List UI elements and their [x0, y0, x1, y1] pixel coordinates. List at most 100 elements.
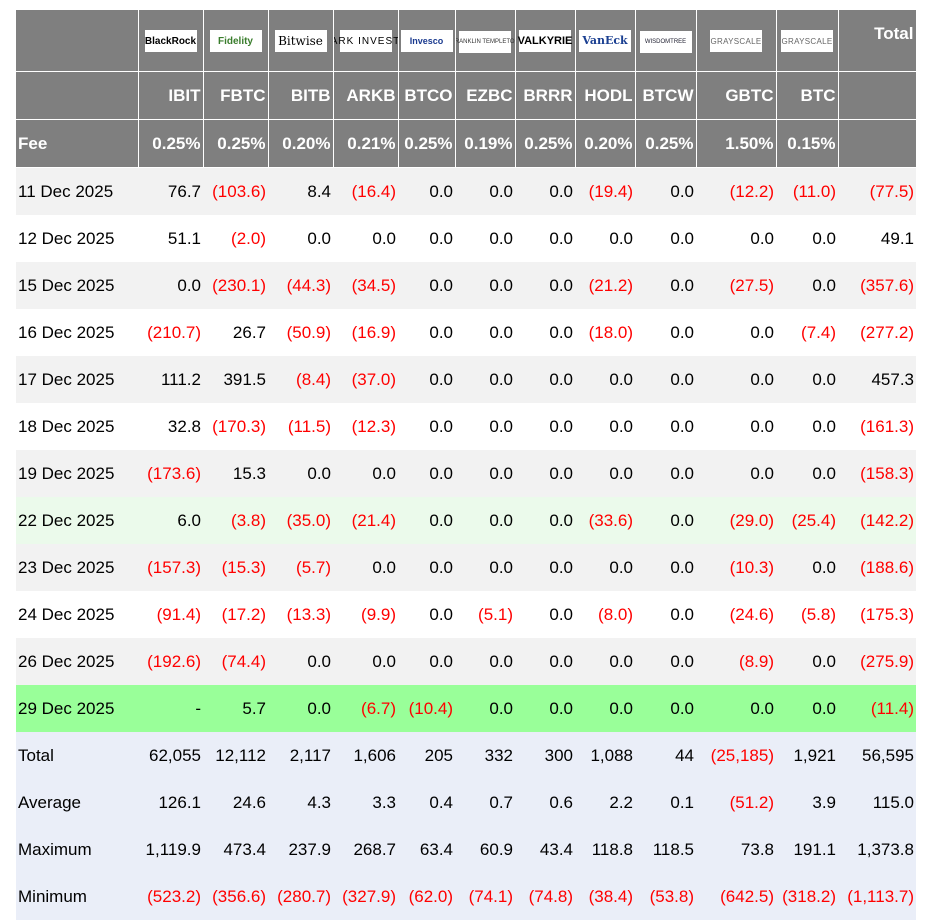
flow-cell: 0.0	[455, 497, 515, 544]
row-date: 16 Dec 2025	[16, 309, 138, 356]
flow-cell: (170.3)	[203, 403, 268, 450]
summary-row: Average 126.1 24.6 4.3 3.3 0.4 0.7 0.6 2.2 0.1 (51…	[16, 779, 916, 826]
summary-cell: 62,055	[138, 732, 203, 779]
summary-cell: 24.6	[203, 779, 268, 826]
flow-cell: (21.4)	[333, 497, 398, 544]
row-total-cell: (175.3)	[838, 591, 916, 638]
issuer-logo-cell: BlackRock	[138, 10, 204, 72]
flow-cell: 0.0	[635, 591, 696, 638]
row-total-cell: 49.1	[838, 215, 916, 262]
fee-cell: 0.19%	[455, 119, 516, 168]
flow-cell: (35.0)	[268, 497, 333, 544]
summary-label: Maximum	[16, 826, 138, 873]
summary-total-cell: 56,595	[838, 732, 916, 779]
ticker-header: BTC	[776, 71, 839, 120]
flow-cell: 0.0	[515, 356, 575, 403]
flow-cell: (19.4)	[575, 167, 635, 215]
summary-cell: (74.1)	[455, 873, 515, 920]
summary-cell: (53.8)	[635, 873, 696, 920]
etf-flow-table: BlackRock Fidelity Bitwise ARK INVEST Invesc…	[16, 10, 917, 920]
grayscale-logo: GRAYSCALE	[781, 30, 833, 53]
flow-cell: 0.0	[268, 215, 333, 262]
summary-cell: 0.6	[515, 779, 575, 826]
summary-cell: 2,117	[268, 732, 333, 779]
flow-cell: (25.4)	[776, 497, 838, 544]
flow-cell: 111.2	[138, 356, 203, 403]
summary-cell: 118.5	[635, 826, 696, 873]
summary-cell: 60.9	[455, 826, 515, 873]
flow-cell: 0.0	[635, 309, 696, 356]
summary-total-cell: 1,373.8	[838, 826, 916, 873]
flow-cell: (11.5)	[268, 403, 333, 450]
ticker-row: IBIT FBTC BITB ARKB BTCO EZBC BRRR HODL BTCW GBTC…	[16, 71, 917, 120]
flow-cell: (8.4)	[268, 356, 333, 403]
flow-cell: (5.7)	[268, 544, 333, 591]
summary-cell: (74.8)	[515, 873, 575, 920]
flow-cell: 32.8	[138, 403, 203, 450]
summary-cell: (280.7)	[268, 873, 333, 920]
flow-cell: 391.5	[203, 356, 268, 403]
flow-cell: 0.0	[398, 309, 455, 356]
summary-cell: (318.2)	[776, 873, 838, 920]
summary-label: Total	[16, 732, 138, 779]
fee-cell: 0.15%	[776, 119, 839, 168]
issuer-name: FRANKLIN TEMPLETON	[455, 39, 515, 45]
issuer-name: WISDOMTREE	[644, 39, 687, 45]
flow-cell: (16.9)	[333, 309, 398, 356]
flow-cell: 0.0	[776, 262, 838, 309]
flow-cell: (8.9)	[696, 638, 776, 685]
flow-cell: 0.0	[515, 309, 575, 356]
flow-cell: 8.4	[268, 167, 333, 215]
wisdomtree-logo: WISDOMTREE	[639, 31, 692, 53]
flow-cell: 0.0	[268, 638, 333, 685]
fee-cell: 0.21%	[333, 119, 399, 168]
ticker-header: ARKB	[333, 71, 399, 120]
issuer-logo-cell: Bitwise	[268, 10, 334, 72]
row-date: 17 Dec 2025	[16, 356, 138, 403]
flow-cell: (230.1)	[203, 262, 268, 309]
flow-cell: (11.0)	[776, 167, 838, 215]
grayscale-logo: GRAYSCALE	[710, 30, 762, 53]
flow-cell: 0.0	[455, 638, 515, 685]
flow-cell: 0.0	[398, 262, 455, 309]
fee-cell: 0.25%	[203, 119, 269, 168]
flow-cell: 0.0	[635, 356, 696, 403]
summary-row: Total 62,055 12,112 2,117 1,606 205 332 300 1,08…	[16, 732, 916, 779]
flow-cell: 0.0	[455, 167, 515, 215]
summary-cell: 1,119.9	[138, 826, 203, 873]
flow-cell: 0.0	[333, 215, 398, 262]
flow-cell: 0.0	[398, 403, 455, 450]
table-row: 17 Dec 2025 111.2 391.5 (8.4) (37.0) 0.0 0.0 0.…	[16, 356, 916, 403]
flow-cell: 0.0	[515, 215, 575, 262]
row-date: 22 Dec 2025	[16, 497, 138, 544]
flow-cell: (17.2)	[203, 591, 268, 638]
ticker-header: EZBC	[455, 71, 516, 120]
ticker-header: IBIT	[138, 71, 204, 120]
issuer-name: BlackRock	[144, 35, 197, 47]
issuer-name: VALKYRIE	[517, 35, 573, 47]
row-date: 12 Dec 2025	[16, 215, 138, 262]
flow-cell: 0.0	[575, 638, 635, 685]
ticker-total-blank	[838, 71, 917, 120]
fee-cell: 1.50%	[696, 119, 777, 168]
table-row: 23 Dec 2025 (157.3) (15.3) (5.7) 0.0 0.0 0.0 0.…	[16, 544, 916, 591]
issuer-logo-cell: GRAYSCALE	[776, 10, 839, 72]
summary-total-cell: (1,113.7)	[838, 873, 916, 920]
flow-cell: 0.0	[515, 638, 575, 685]
fee-label: Fee	[16, 119, 139, 168]
row-date: 29 Dec 2025	[16, 685, 138, 732]
flow-cell: 0.0	[398, 638, 455, 685]
flow-cell: (21.2)	[575, 262, 635, 309]
flow-cell: 0.0	[635, 215, 696, 262]
flow-cell: 0.0	[776, 450, 838, 497]
flow-cell: 0.0	[696, 403, 776, 450]
flow-cell: 0.0	[398, 215, 455, 262]
flow-cell: 0.0	[575, 544, 635, 591]
flow-cell: (24.6)	[696, 591, 776, 638]
summary-cell: (25,185)	[696, 732, 776, 779]
flow-cell: 0.0	[776, 685, 838, 732]
flow-cell: (7.4)	[776, 309, 838, 356]
row-date: 26 Dec 2025	[16, 638, 138, 685]
flow-cell: 0.0	[398, 450, 455, 497]
summary-cell: 43.4	[515, 826, 575, 873]
